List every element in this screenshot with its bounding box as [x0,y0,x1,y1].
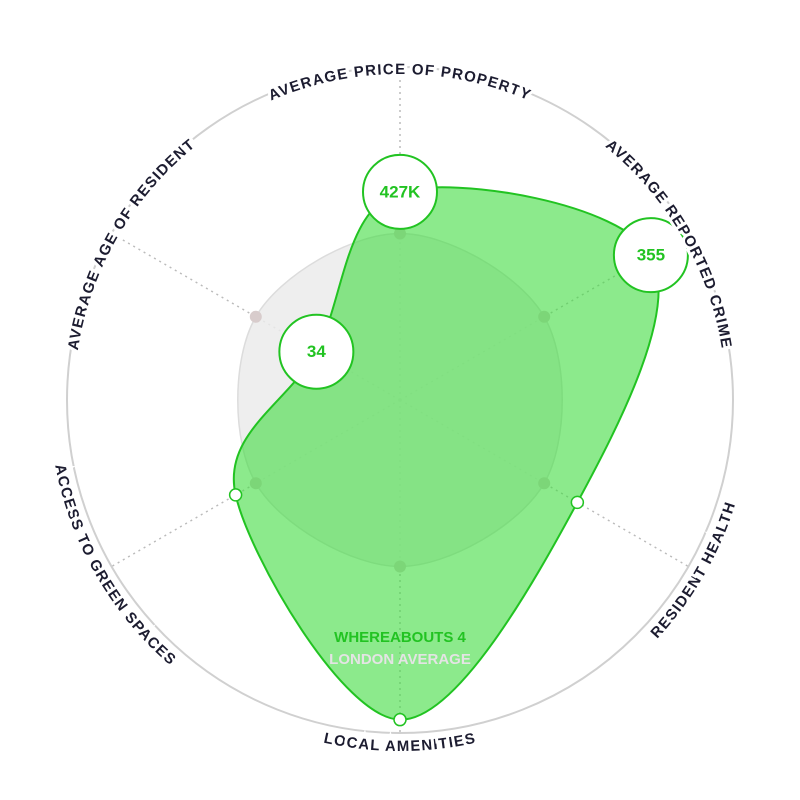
legend-entry: WHEREABOUTS 4 [334,629,466,646]
axis-label-text: AVERAGE AGE OF RESIDENT [62,133,201,355]
axis-label: RESIDENT HEALTH [647,499,739,641]
series-point [228,488,243,502]
axis-label: AVERAGE AGE OF RESIDENT [65,136,199,352]
series-point [570,495,585,510]
callout-bubble [278,313,355,390]
legend-entry: LONDON AVERAGE [329,651,471,668]
callout-label: 427K [380,182,421,201]
axis-label: ACCESS TO GREEN SPACES [51,463,180,669]
callout-label: 355 [637,246,665,265]
axis-label-text: AVERAGE PRICE OF PROPERTY [263,58,536,107]
callout-label: 34 [307,342,326,361]
callout-bubble [612,217,689,294]
axis-label: AVERAGE PRICE OF PROPERTY [266,61,534,104]
series-point [249,310,262,323]
axis-label-text: RESIDENT HEALTH [644,496,741,644]
callout-bubble [362,153,438,230]
axis-label-text: ACCESS TO GREEN SPACES [48,460,181,672]
outer-ring [66,66,734,734]
series-point [393,712,407,727]
